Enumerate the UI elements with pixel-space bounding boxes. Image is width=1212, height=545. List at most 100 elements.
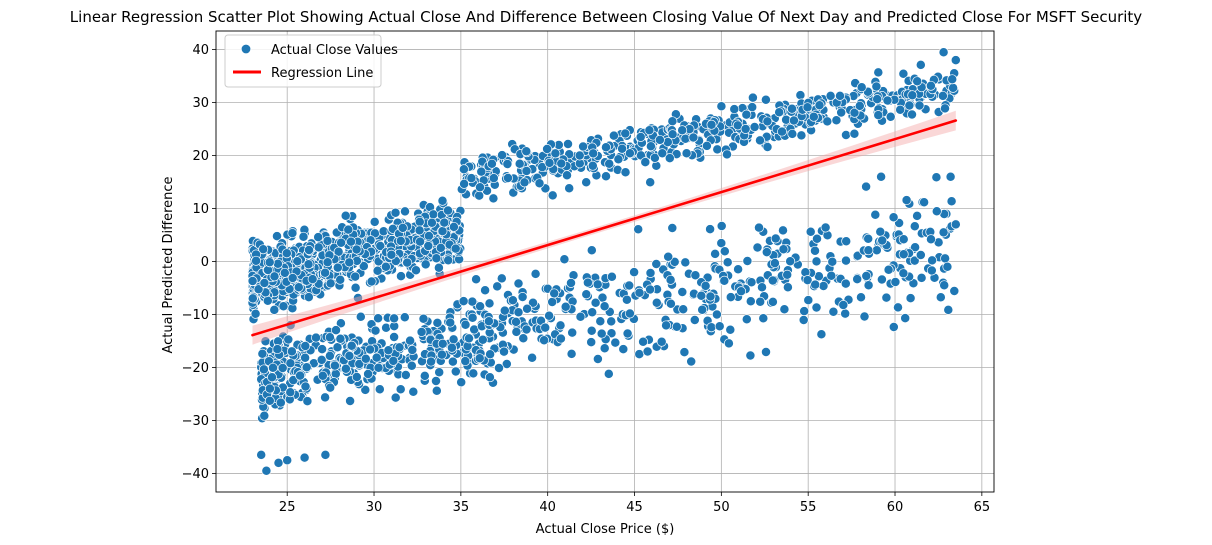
data-point (395, 384, 406, 395)
data-point (926, 234, 936, 245)
data-point (706, 119, 717, 130)
data-point (608, 130, 619, 141)
data-point (586, 337, 597, 348)
y-tick-label: −20 (182, 361, 209, 376)
data-point (799, 306, 810, 317)
data-point (588, 148, 599, 159)
data-point (268, 362, 278, 373)
data-point (380, 261, 391, 272)
data-point (567, 327, 578, 338)
data-point (761, 347, 771, 357)
data-point (942, 261, 953, 272)
data-point (259, 410, 270, 421)
data-point (937, 90, 948, 101)
y-tick-label: 30 (192, 96, 209, 111)
data-point (940, 253, 951, 264)
data-point (900, 313, 911, 324)
data-point (808, 111, 819, 122)
data-point (300, 381, 311, 392)
data-point (910, 242, 921, 253)
y-tick-label: 10 (192, 202, 209, 217)
data-point (606, 271, 617, 282)
legend-label-scatter: Actual Close Values (271, 43, 398, 58)
data-point (544, 310, 555, 321)
data-point (499, 346, 509, 357)
data-point (919, 197, 930, 208)
data-point (292, 256, 303, 267)
data-point (251, 255, 262, 266)
data-point (374, 384, 385, 395)
data-point (539, 335, 550, 346)
data-point (811, 256, 822, 267)
data-point (281, 248, 292, 259)
data-point (629, 267, 640, 278)
data-point (272, 258, 283, 269)
data-point (907, 90, 918, 101)
data-point (350, 282, 361, 293)
data-point (770, 233, 781, 244)
x-tick-label: 30 (366, 500, 383, 515)
data-point (521, 166, 532, 176)
data-point (550, 148, 561, 159)
data-point (755, 296, 766, 307)
data-point (590, 297, 601, 308)
data-point (915, 59, 926, 70)
scatter-points (247, 47, 961, 476)
data-point (722, 149, 732, 160)
data-point (507, 295, 518, 306)
data-point (416, 327, 427, 337)
data-point (888, 212, 899, 223)
data-point (411, 265, 421, 276)
data-point (277, 363, 288, 373)
data-point (948, 82, 959, 93)
data-point (560, 301, 571, 312)
data-point (601, 171, 611, 182)
data-point (645, 177, 656, 188)
data-point (264, 395, 275, 406)
data-point (307, 274, 318, 285)
data-point (299, 452, 310, 463)
data-point (875, 226, 886, 237)
data-point (861, 271, 872, 281)
y-axis-label: Actual Predicted Difference (161, 176, 176, 353)
data-point (285, 387, 296, 398)
data-point (640, 157, 651, 168)
data-point (485, 349, 496, 360)
data-point (575, 311, 586, 322)
data-point (269, 271, 280, 282)
data-point (279, 267, 290, 278)
data-point (679, 347, 690, 358)
data-point (259, 278, 270, 288)
data-point (757, 282, 767, 293)
chart-title: Linear Regression Scatter Plot Showing A… (70, 8, 1143, 26)
data-point (665, 274, 676, 285)
data-point (778, 244, 789, 255)
data-point (802, 275, 813, 286)
data-point (247, 293, 258, 304)
data-point (774, 107, 785, 118)
data-point (394, 342, 405, 353)
data-point (667, 223, 678, 233)
data-point (747, 92, 758, 103)
data-point (499, 305, 510, 316)
data-point (436, 349, 447, 360)
data-point (762, 116, 773, 127)
data-point (519, 177, 530, 188)
data-point (877, 235, 888, 246)
data-point (665, 298, 676, 309)
data-point (466, 173, 477, 184)
data-point (861, 181, 872, 192)
data-point (909, 221, 920, 232)
data-point (587, 160, 598, 171)
data-point (373, 313, 384, 324)
legend-label-line: Regression Line (271, 66, 373, 81)
data-point (360, 384, 371, 395)
data-point (264, 383, 275, 394)
data-point (443, 205, 453, 216)
data-point (435, 242, 446, 253)
data-point (437, 195, 448, 206)
data-point (295, 370, 306, 381)
data-point (705, 224, 716, 235)
data-point (267, 372, 277, 383)
